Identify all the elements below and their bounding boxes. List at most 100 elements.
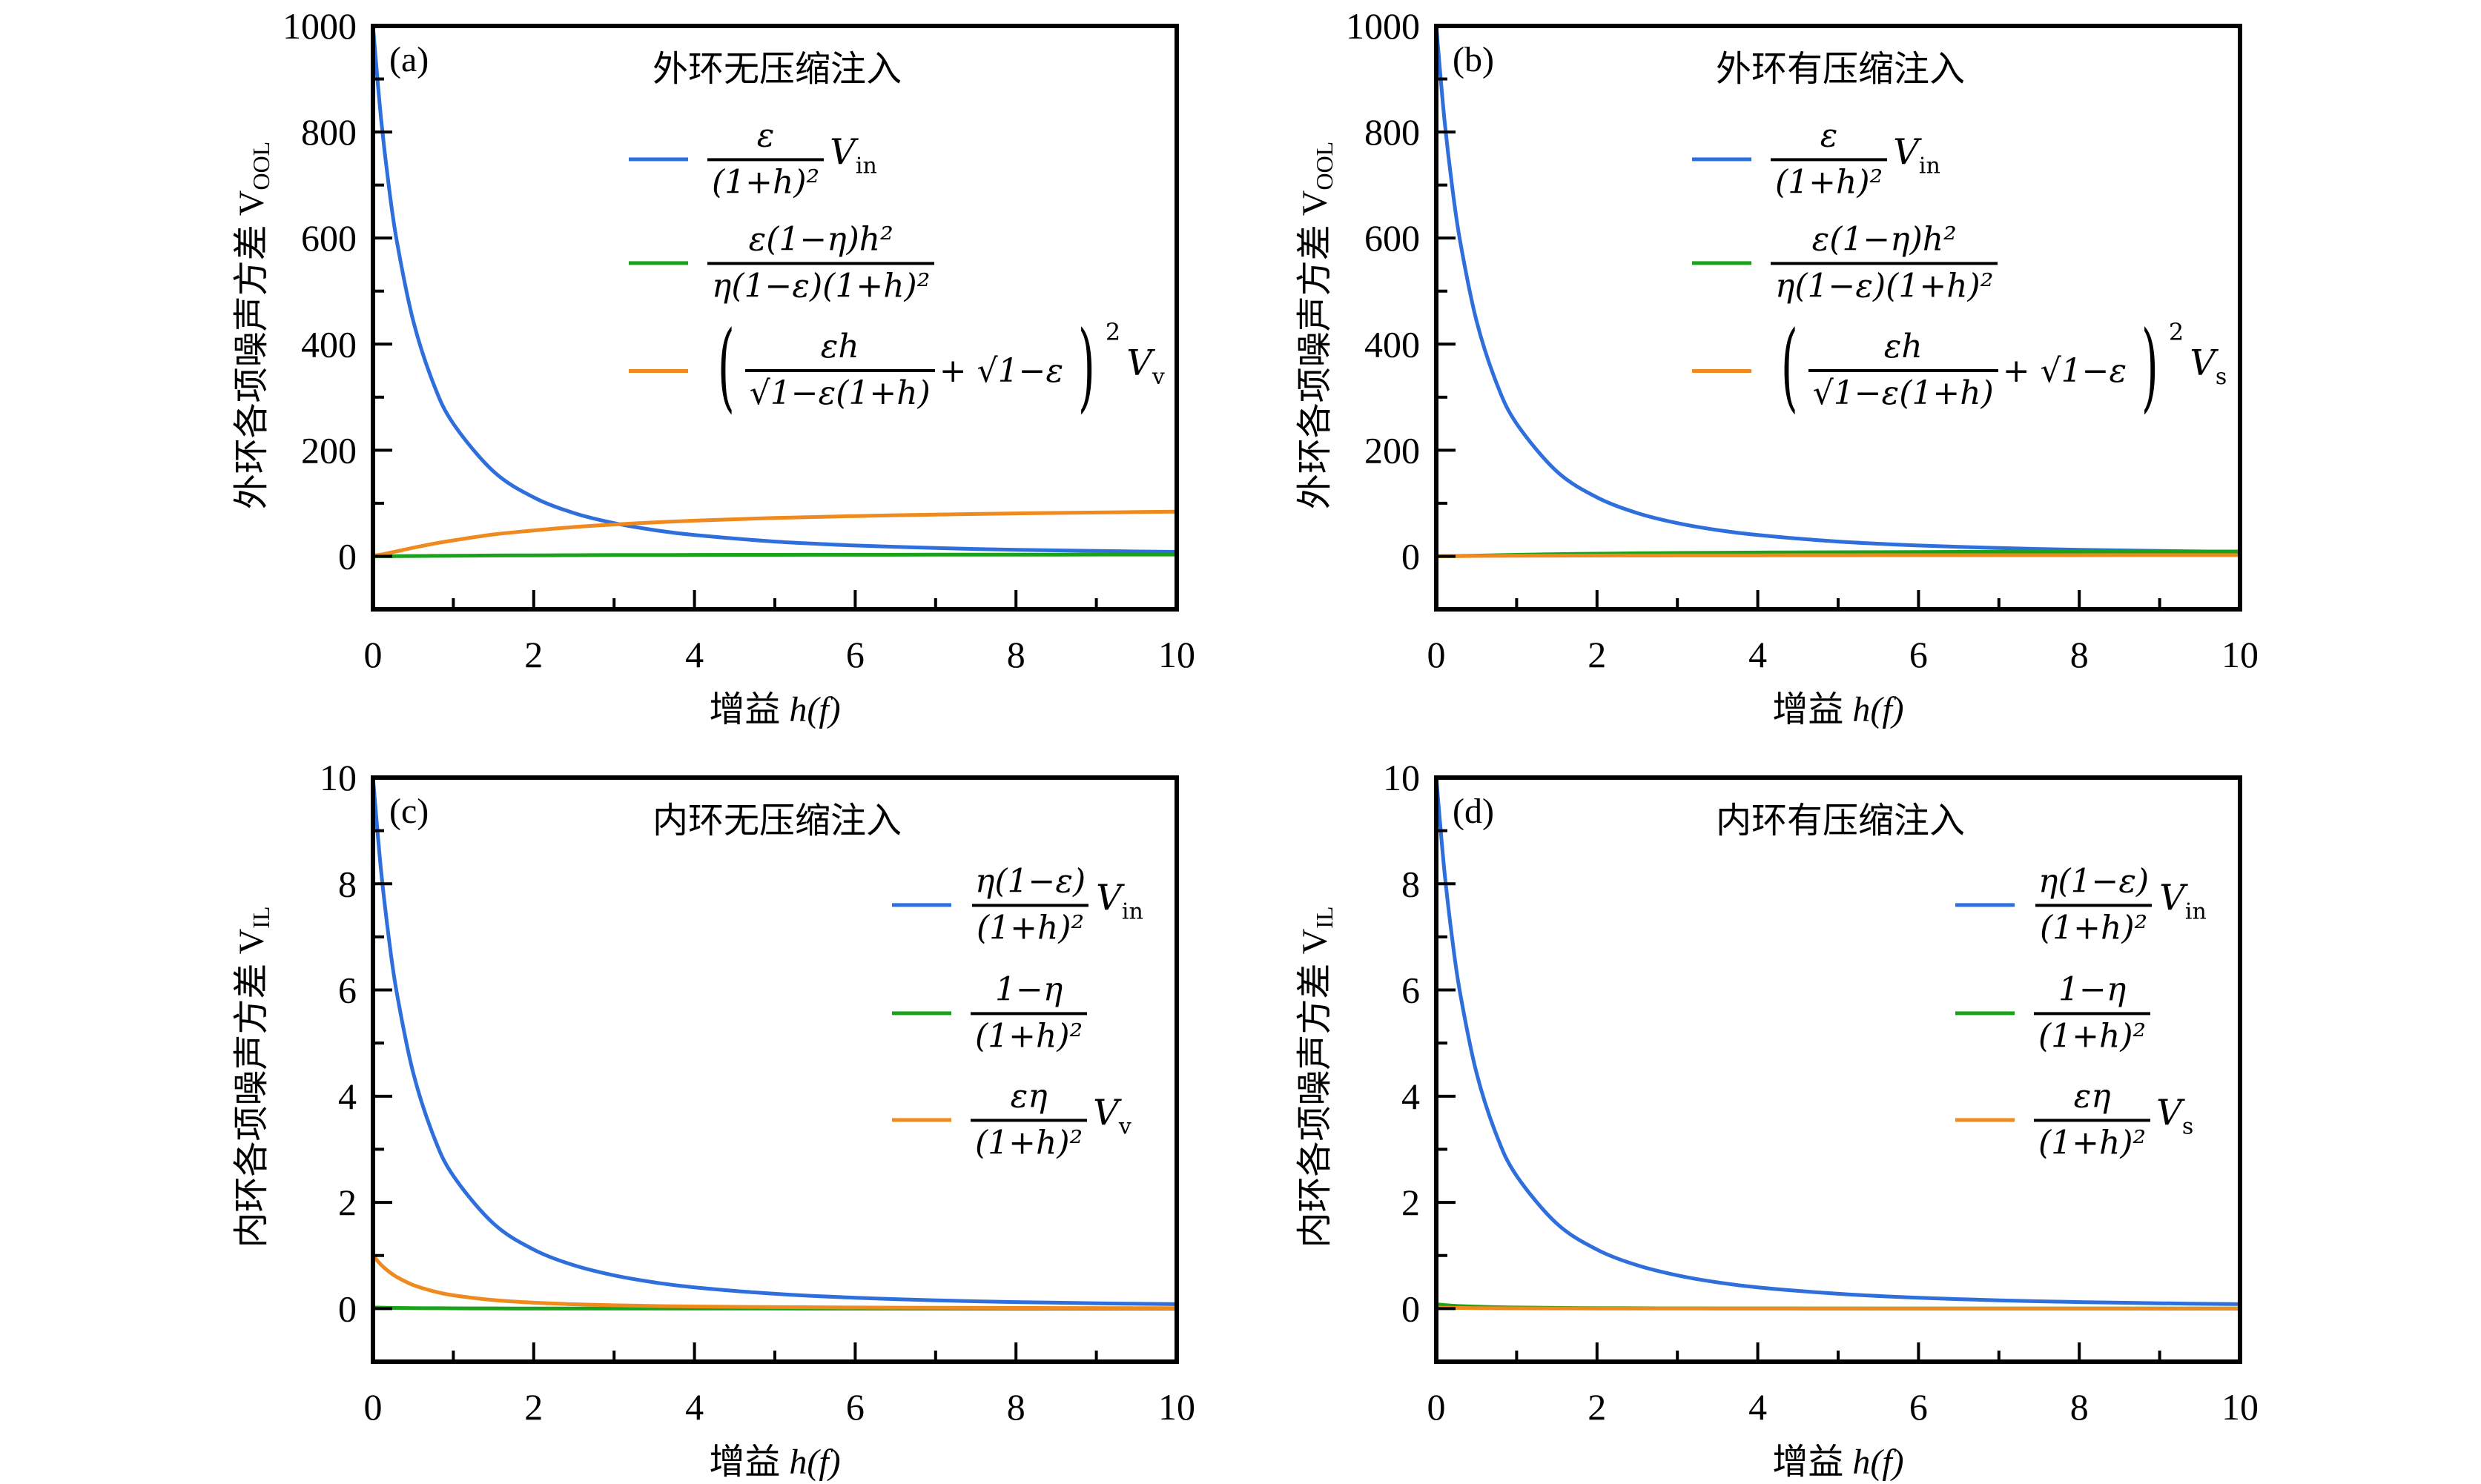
x-tick-label: 10 — [2221, 1386, 2259, 1428]
legend-denominator: η(1−ε)(1+h)² — [707, 262, 935, 305]
y-tick-label: 10 — [1383, 757, 1420, 798]
x-tick-label: 10 — [1158, 634, 1195, 675]
legend-variance-var: V — [1126, 342, 1152, 384]
y-tick-label: 0 — [1401, 535, 1420, 577]
legend-numerator: ε(1−η)h² — [748, 220, 893, 259]
x-axis-label-text: 增益 — [1772, 1442, 1853, 1482]
legend-denominator: (1+h)² — [707, 158, 825, 202]
legend-fraction: εh √1−ε(1+h) — [1808, 328, 1998, 412]
legend-exponent: 2 — [1105, 318, 1121, 346]
y-tick-label: 600 — [301, 217, 357, 259]
legend-variance-var: V — [2159, 877, 2185, 918]
y-axis-label-var: V — [232, 928, 271, 955]
legend-item-orange: (εh √1−ε(1+h) + √1−ε) 2 Vs — [1692, 318, 2227, 419]
x-tick-label: 0 — [1427, 1386, 1446, 1428]
y-tick-label: 0 — [338, 1288, 357, 1329]
x-tick-label: 8 — [1007, 634, 1025, 675]
legend-fraction: εh √1−ε(1+h) — [744, 328, 935, 412]
legend-denominator: (1+h)² — [972, 904, 1089, 947]
legend-item-green: ε(1−η)h² η(1−ε)(1+h)² — [629, 220, 935, 305]
x-tick-label: 0 — [364, 1386, 383, 1428]
legend-sum-term: + √1−ε — [2002, 351, 2127, 390]
legend-swatch-blue — [1955, 903, 2015, 907]
x-tick-label: 6 — [846, 1386, 865, 1428]
y-tick-label: 6 — [338, 970, 357, 1011]
plot-frame — [1434, 24, 2242, 612]
y-axis-label: 外环各项噪声方差 VOOL — [1285, 141, 1338, 509]
y-tick-label: 4 — [338, 1076, 357, 1117]
x-tick-label: 2 — [524, 634, 543, 675]
legend-numerator: 1−η — [994, 970, 1063, 1009]
legend-denominator: η(1−ε)(1+h)² — [1771, 262, 1998, 305]
legend-variance-sub: in — [2184, 898, 2207, 924]
legend-numerator: εh — [820, 328, 859, 366]
y-tick-label: 600 — [1364, 217, 1420, 259]
legend-open-paren: ( — [717, 310, 735, 423]
x-axis-label: 增益 h(f) — [709, 1432, 840, 1484]
plot-frame — [371, 24, 1179, 612]
legend-swatch-green — [892, 1011, 951, 1016]
legend-swatch-blue — [892, 903, 951, 907]
legend-item-blue: ε (1+h)² Vin — [629, 117, 877, 201]
y-tick-label: 0 — [1401, 1288, 1420, 1329]
panel-c: 0 2 4 6 8 10 0 2 4 6 8 10 — [320, 757, 1195, 1428]
legend-variance-sub: in — [1918, 153, 1940, 179]
legend-variance-sub: v — [1118, 1113, 1132, 1139]
x-axis-label-text: 增益 — [709, 1442, 790, 1482]
legend-variance-sub: in — [1121, 898, 1143, 924]
series-line-blue — [373, 26, 1177, 554]
panel-a: 0 2 4 6 8 10 0 200 400 600 800 1000 — [283, 5, 1195, 675]
y-tick-label: 8 — [1401, 863, 1420, 904]
legend-item-blue: η(1−ε) (1+h)² Vin — [892, 863, 1143, 947]
legend-close-paren: ) — [2141, 310, 2158, 423]
legend-denominator: √1−ε(1+h) — [1808, 369, 1998, 413]
x-axis-label-math: h(f) — [1852, 1442, 1904, 1482]
legend-item-orange: εη (1+h)² Vs — [1955, 1078, 2193, 1162]
legend-denominator: (1+h)² — [2035, 904, 2153, 947]
legend-denominator: (1+h)² — [971, 1119, 1088, 1162]
legend-fraction: η(1−ε) (1+h)² — [971, 863, 1090, 947]
legend-item-green: 1−η (1+h)² — [892, 970, 1088, 1055]
y-axis-label-sub: IL — [248, 906, 274, 929]
legend-variance-var: V — [2190, 342, 2216, 384]
y-axis-label-text: 外环各项噪声方差 — [232, 215, 271, 509]
panel-label: (a) — [389, 40, 429, 79]
legend-variance-var: V — [1093, 1092, 1119, 1133]
series-line-blue — [373, 778, 1177, 1306]
y-axis-label-var: V — [1295, 190, 1335, 216]
y-axis-label-var: V — [232, 190, 271, 216]
legend-swatch-green — [1692, 261, 1751, 265]
legend-sum-term: + √1−ε — [939, 351, 1064, 390]
legend-numerator: εη — [1010, 1077, 1048, 1116]
legend-variance-sub: in — [855, 153, 877, 179]
y-axis-label-sub: OOL — [248, 141, 274, 191]
legend-variance-symbol: Vs — [2156, 1092, 2193, 1139]
legend-swatch-orange — [892, 1118, 951, 1122]
legend-numerator: η(1−ε) — [2038, 862, 2150, 901]
panel-label: (c) — [389, 792, 429, 831]
y-tick-label: 800 — [301, 111, 357, 153]
x-tick-label: 0 — [364, 634, 383, 675]
legend-numerator: η(1−ε) — [975, 862, 1086, 901]
legend-swatch-blue — [629, 157, 688, 162]
x-axis-label-math: h(f) — [789, 690, 841, 729]
y-tick-label: 2 — [338, 1182, 357, 1223]
panel-title: 外环无压缩注入 — [652, 50, 902, 89]
x-tick-label: 2 — [1588, 634, 1606, 675]
panel-b: 0 2 4 6 8 10 0 200 400 600 800 1000 — [1346, 5, 2259, 675]
legend-variance-symbol: Vv — [1126, 342, 1165, 390]
legend-open-paren: ( — [1780, 310, 1798, 423]
y-axis-label: 内环各项噪声方差 VIL — [222, 907, 275, 1248]
legend-fraction: εη (1+h)² — [2034, 1077, 2151, 1162]
series-line-green — [373, 552, 1177, 558]
y-tick-label: 1000 — [283, 5, 357, 47]
legend-variance-symbol: Vin — [830, 131, 877, 179]
legend-denominator: (1+h)² — [2034, 1012, 2151, 1056]
x-tick-label: 8 — [2070, 1386, 2089, 1428]
legend-fraction: η(1−ε) (1+h)² — [2034, 863, 2153, 947]
panel-label: (d) — [1453, 792, 1494, 831]
legend-denominator: (1+h)² — [2034, 1119, 2151, 1162]
legend-numerator: ε — [1820, 116, 1838, 155]
legend-numerator: εη — [2073, 1077, 2111, 1116]
y-tick-label: 800 — [1364, 111, 1420, 153]
